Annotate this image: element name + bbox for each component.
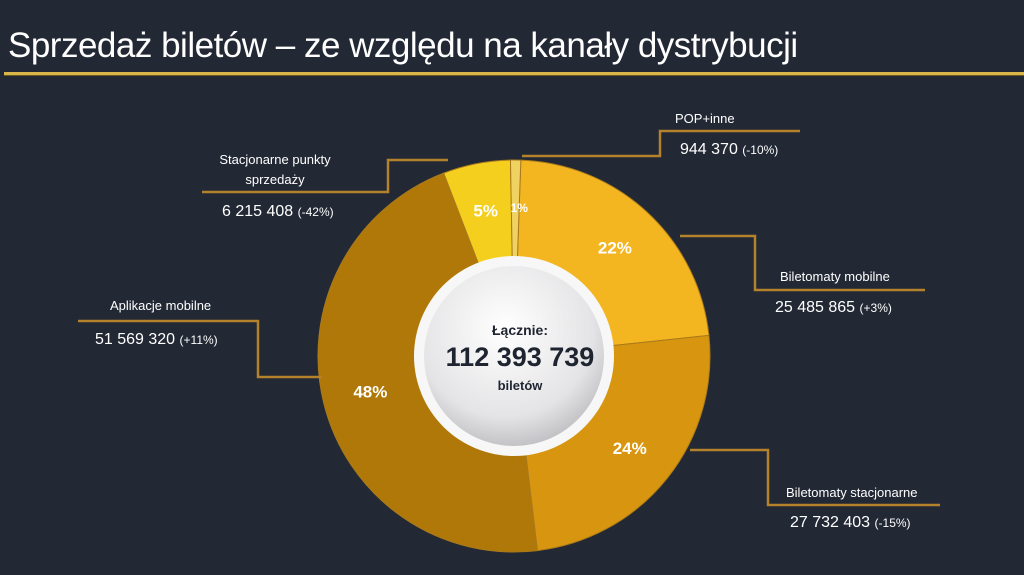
legend-label-biletomaty-stacjonarne: Biletomaty stacjonarne: [786, 485, 918, 500]
percent-label: 22%: [598, 239, 632, 258]
leader-biletomaty-stacjonarne: [690, 448, 940, 507]
legend-value-biletomaty-mobilne: 25 485 865 (+3%): [775, 299, 892, 316]
center-label: Łącznie:: [491, 322, 548, 338]
legend-label-biletomaty-mobilne: Biletomaty mobilne: [780, 269, 890, 284]
page-title: Sprzedaż biletów – ze względu na kanały …: [8, 26, 798, 65]
legend-label-pop: POP+inne: [675, 111, 735, 126]
legend-label-aplikacje: Aplikacje mobilne: [110, 298, 212, 313]
legend-value-pop: 944 370 (-10%): [680, 141, 779, 158]
legend-value-aplikacje: 51 569 320 (+11%): [95, 331, 218, 348]
legend-value-biletomaty-stacjonarne: 27 732 403 (-15%): [790, 514, 911, 531]
center-disc: [424, 266, 604, 446]
legend-value-stacjonarne: 6 215 408 (-42%): [222, 203, 334, 220]
percent-label: 5%: [473, 202, 498, 221]
center-total: 112 393 739: [445, 342, 595, 372]
legend-label-stacjonarne: Stacjonarne punkty sprzedaży: [219, 152, 331, 187]
percent-label: 48%: [353, 383, 387, 402]
leader-pop: [522, 129, 800, 158]
percent-label: 24%: [613, 439, 647, 458]
title-underline: [4, 72, 1024, 76]
leader-aplikacje: [78, 319, 322, 379]
center-unit: biletów: [497, 378, 543, 393]
leader-biletomaty-mobilne: [680, 234, 925, 292]
percent-label: 1%: [511, 201, 529, 215]
leader-stacjonarne: [202, 158, 448, 194]
